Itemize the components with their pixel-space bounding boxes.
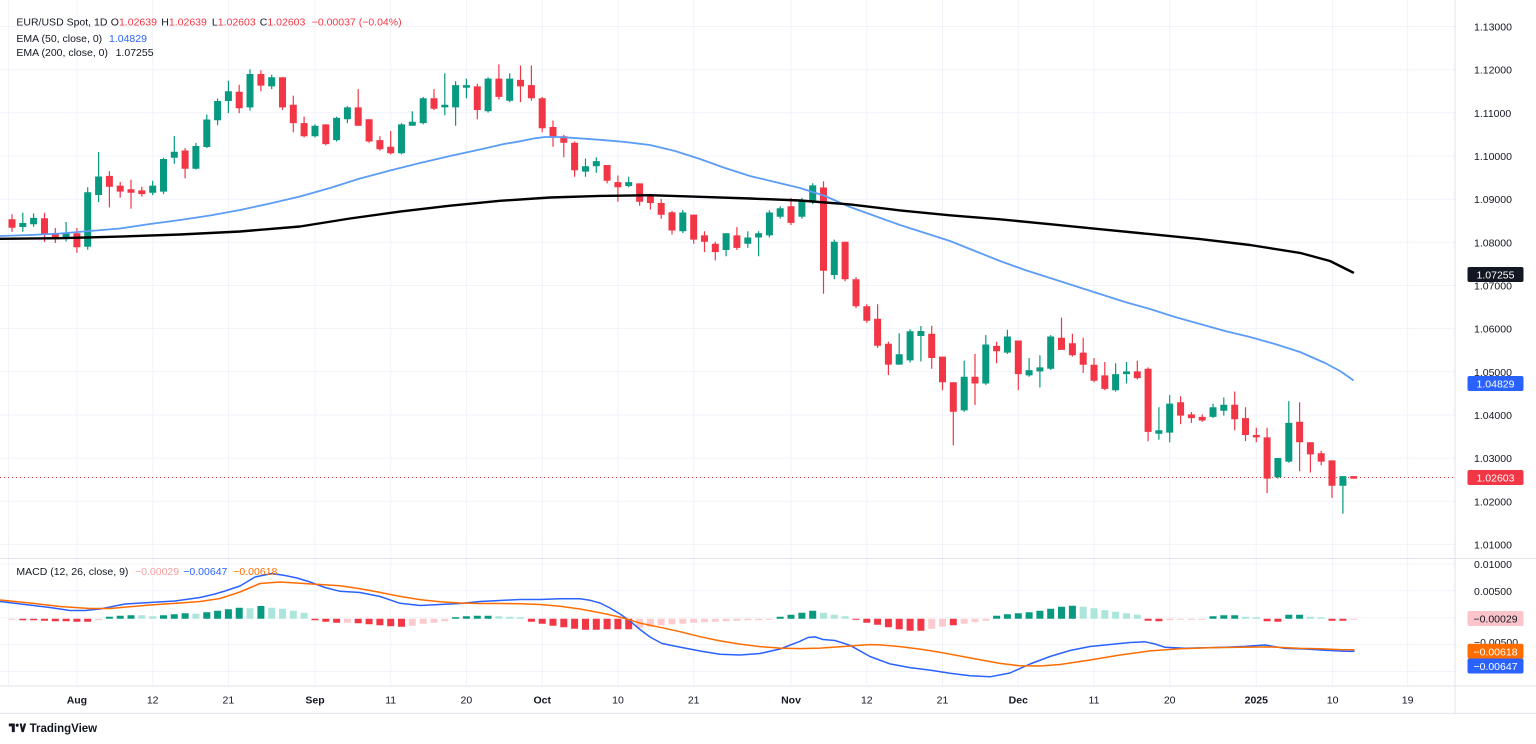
- svg-text:2025: 2025: [1245, 695, 1269, 707]
- svg-text:1.11000: 1.11000: [1474, 108, 1511, 120]
- svg-text:1.07255: 1.07255: [1477, 270, 1515, 282]
- svg-text:19: 19: [1402, 695, 1414, 707]
- svg-text:21: 21: [937, 695, 949, 707]
- svg-text:1.12000: 1.12000: [1474, 65, 1512, 77]
- svg-text:1.05000: 1.05000: [1474, 367, 1512, 379]
- svg-text:1.13000: 1.13000: [1474, 22, 1512, 34]
- svg-text:11: 11: [385, 695, 396, 707]
- svg-text:0.00500: 0.00500: [1474, 586, 1512, 598]
- svg-text:Sep: Sep: [305, 695, 324, 707]
- svg-text:Dec: Dec: [1009, 695, 1028, 707]
- svg-text:1.06000: 1.06000: [1474, 324, 1512, 336]
- svg-text:Nov: Nov: [781, 695, 801, 707]
- svg-text:20: 20: [1164, 695, 1176, 707]
- svg-text:1.07000: 1.07000: [1474, 281, 1512, 293]
- svg-text:−0.00618: −0.00618: [1473, 646, 1517, 658]
- svg-text:1.04000: 1.04000: [1474, 410, 1512, 422]
- svg-text:21: 21: [223, 695, 235, 707]
- svg-text:1.08000: 1.08000: [1474, 237, 1512, 249]
- svg-text:1.10000: 1.10000: [1474, 151, 1512, 163]
- svg-text:1.04829: 1.04829: [1477, 379, 1515, 391]
- svg-text:1.03000: 1.03000: [1474, 453, 1512, 465]
- svg-text:10: 10: [1327, 695, 1339, 707]
- svg-text:1.02603: 1.02603: [1477, 473, 1515, 485]
- svg-text:TradingView: TradingView: [30, 723, 98, 735]
- svg-text:12: 12: [861, 695, 873, 707]
- svg-text:11: 11: [1089, 695, 1100, 707]
- svg-text:1.02000: 1.02000: [1474, 496, 1512, 508]
- svg-text:EMA (200, close, 0)1.07255: EMA (200, close, 0) 1.07255: [16, 47, 153, 59]
- svg-text:10: 10: [612, 695, 624, 707]
- svg-text:EMA (50, close, 0)1.04829: EMA (50, close, 0) 1.04829: [16, 33, 147, 45]
- svg-text:Oct: Oct: [533, 695, 551, 707]
- svg-text:1.09000: 1.09000: [1474, 194, 1512, 206]
- svg-text:0.01000: 0.01000: [1474, 559, 1512, 571]
- svg-text:21: 21: [688, 695, 700, 707]
- svg-text:−0.00029: −0.00029: [1473, 614, 1517, 626]
- svg-text:20: 20: [461, 695, 473, 707]
- svg-text:12: 12: [147, 695, 159, 707]
- svg-text:MACD (12, 26, close, 9)−0.0002: MACD (12, 26, close, 9) −0.00029 −0.00647−…: [16, 566, 277, 578]
- svg-text:Aug: Aug: [67, 695, 87, 707]
- svg-text:1.01000: 1.01000: [1474, 539, 1512, 551]
- svg-text:−0.00647: −0.00647: [1473, 661, 1517, 673]
